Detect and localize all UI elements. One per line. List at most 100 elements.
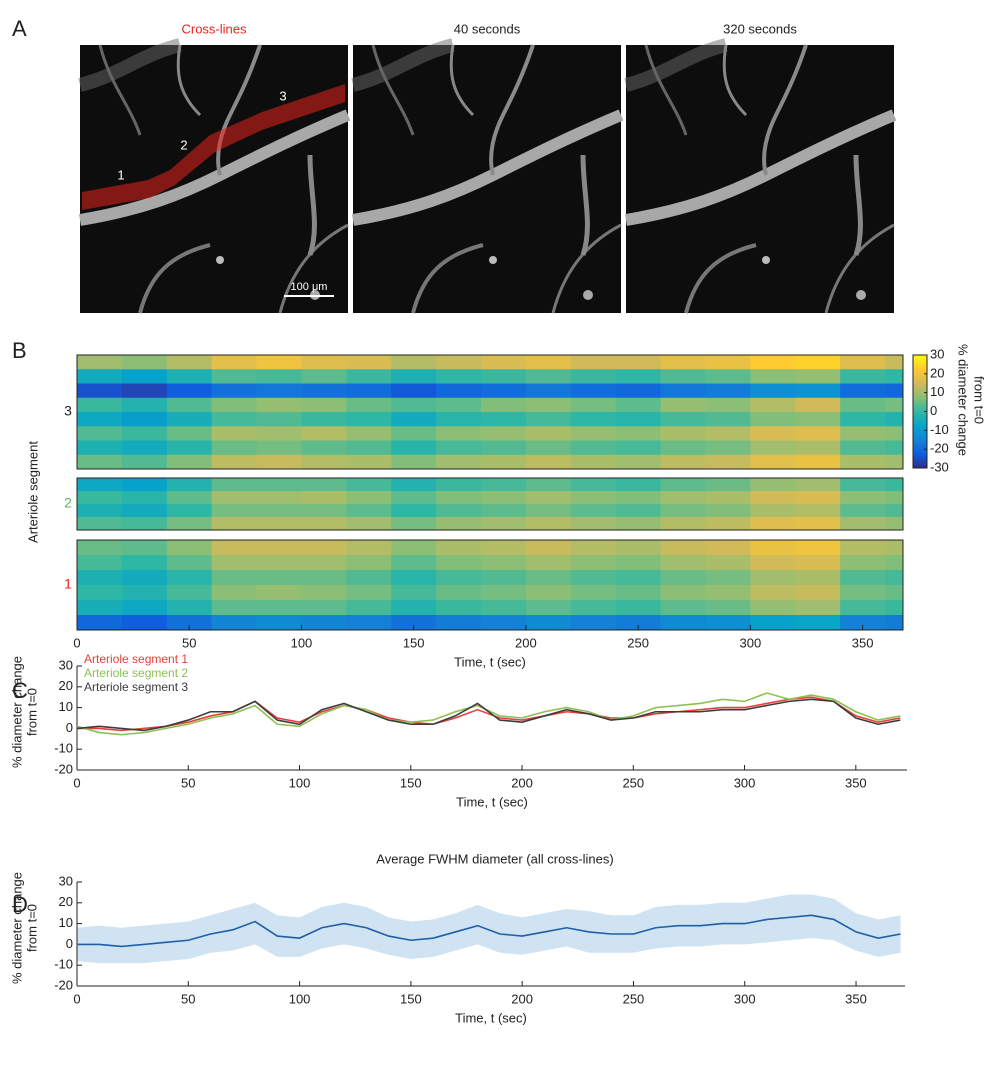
heatmap-cell	[615, 585, 662, 601]
heatmap-cell	[481, 517, 527, 531]
x-tick-label: 200	[511, 775, 533, 790]
heatmap-cell	[301, 600, 347, 616]
heatmap-cell	[660, 478, 706, 492]
colorbar-step	[913, 398, 927, 401]
series-line	[76, 698, 901, 732]
heatmap-cell	[570, 600, 617, 616]
heatmap-cell	[77, 454, 123, 470]
heatmap-cell	[615, 517, 662, 531]
heatmap-cell	[570, 355, 617, 370]
heatmap-cell	[615, 615, 662, 631]
heatmap-cell	[301, 383, 347, 399]
heatmap-cell	[525, 585, 572, 601]
heatmap-cell	[301, 397, 347, 413]
heatmap-cell	[301, 504, 347, 518]
heatmap-cell	[750, 585, 796, 601]
x-tick-label: 100	[289, 775, 311, 790]
heatmap-cell	[705, 412, 751, 427]
heatmap-cell	[166, 585, 213, 601]
heatmap-cell	[660, 491, 706, 505]
colorbar-step	[913, 403, 927, 407]
panel-label: A	[12, 16, 27, 41]
heatmap-cell	[795, 478, 841, 492]
heatmap-cell	[166, 615, 213, 631]
heatmap-cell	[301, 454, 347, 470]
heatmap-cell	[391, 369, 437, 384]
heatmap-cell	[615, 570, 662, 586]
heatmap-cell	[750, 600, 796, 616]
y-tick-label: 0	[66, 936, 73, 951]
heatmap-cell	[77, 517, 123, 531]
colorbar-step	[913, 462, 927, 465]
heatmap-cell	[391, 478, 437, 492]
heatmap-cell	[660, 540, 706, 556]
heatmap-cell	[660, 440, 706, 456]
heatmap-cell	[750, 517, 796, 531]
heatmap-cell	[840, 491, 886, 505]
heatmap-cell	[301, 540, 347, 556]
heatmap-cell	[525, 504, 572, 518]
x-tick-label: 100	[291, 635, 313, 650]
heatmap-cell	[391, 355, 437, 370]
colorbar-step	[913, 390, 927, 394]
heatmap-cell	[346, 555, 392, 571]
heatmap-cell	[481, 555, 527, 571]
heatmap-cell	[795, 585, 841, 601]
heatmap-cell	[211, 355, 258, 370]
heatmap-cell	[346, 412, 392, 427]
heatmap-cell	[121, 454, 168, 470]
heatmap-cell	[77, 369, 123, 384]
heatmap-cell	[391, 426, 437, 441]
heatmap-cell	[660, 454, 706, 470]
colorbar-step	[913, 409, 927, 412]
heatmap-cell	[166, 454, 213, 470]
heatmap-cell	[211, 478, 258, 492]
heatmap-cell	[795, 555, 841, 571]
y-tick-label: 10	[59, 915, 73, 930]
heatmap-cell	[346, 504, 392, 518]
heatmap-cell	[885, 555, 904, 571]
segment-label: 2	[180, 137, 187, 152]
colorbar-step	[913, 454, 927, 458]
x-tick-label: 350	[852, 635, 874, 650]
heatmap-cell	[346, 369, 392, 384]
colorbar-step	[913, 405, 927, 409]
heatmap-cell	[705, 426, 751, 441]
y-tick-label: -10	[54, 741, 73, 756]
heatmap-cell	[885, 615, 904, 631]
x-tick-label: 250	[627, 635, 649, 650]
colorbar-step	[913, 451, 927, 454]
colorbar-step	[913, 413, 927, 416]
x-tick-label: 50	[181, 775, 195, 790]
colorbar-step	[913, 392, 927, 396]
colorbar-tick-label: -20	[930, 441, 949, 456]
heatmap-cell	[705, 600, 751, 616]
heatmap-cell	[436, 426, 482, 441]
heatmap-cell	[211, 570, 258, 586]
heatmap-cell	[570, 454, 617, 470]
heatmap-cell	[346, 491, 392, 505]
heatmap-cell	[885, 355, 904, 370]
heatmap-cell	[525, 426, 572, 441]
heatmap-cell	[840, 615, 886, 631]
heatmap-cell	[750, 355, 796, 370]
heatmap-cell	[301, 491, 347, 505]
heatmap-cell	[121, 478, 168, 492]
colorbar-step	[913, 466, 927, 469]
heatmap-cell	[346, 426, 392, 441]
colorbar-step	[913, 362, 927, 365]
colorbar-step	[913, 396, 927, 399]
heatmap-cell	[166, 369, 213, 384]
heatmap-cell	[705, 355, 751, 370]
colorbar-step	[913, 387, 927, 390]
heatmap-cell	[481, 383, 527, 399]
heatmap-cell	[885, 517, 904, 531]
heatmap-cell	[436, 412, 482, 427]
heatmap-cell	[256, 504, 302, 518]
heatmap-cell	[166, 355, 213, 370]
heatmap-cell	[660, 412, 706, 427]
heatmap-cell	[391, 570, 437, 586]
heatmap-cell	[570, 570, 617, 586]
heatmap-cell	[121, 440, 168, 456]
heatmap-cell	[481, 615, 527, 631]
